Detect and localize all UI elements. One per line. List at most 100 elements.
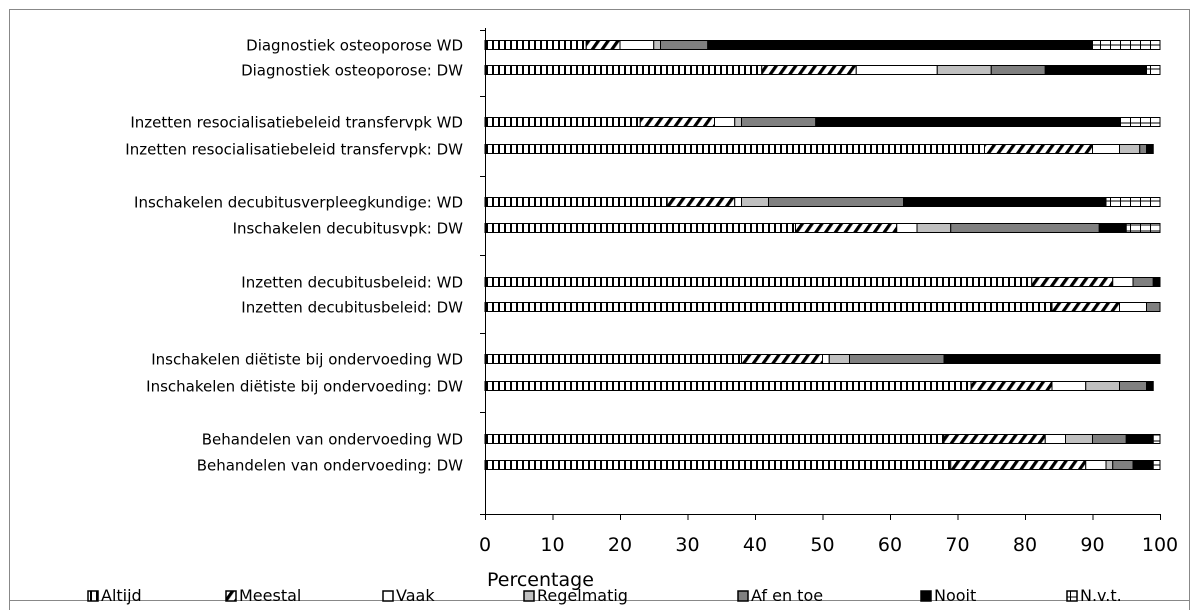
bar-regelmatig [936, 65, 992, 75]
bar-n-v-t [1092, 40, 1161, 50]
x-tick-label: 10 [540, 534, 564, 556]
bar-nooit [1098, 223, 1127, 233]
legend-swatch-altijd [87, 590, 99, 602]
bar-regelmatig [1119, 144, 1141, 154]
category-label: Inschakelen diëtiste bij ondervoeding: D… [146, 378, 463, 396]
legend-swatch-meestal [225, 590, 237, 602]
bar-nooit [903, 197, 1107, 207]
bar-af-en-toe [849, 354, 945, 364]
x-tick-label: 0 [479, 534, 491, 556]
bar-vaak [714, 117, 736, 127]
bar-meestal [943, 434, 1046, 444]
bar-altijd [484, 434, 945, 444]
bar-af-en-toe [1112, 460, 1134, 470]
bar-nooit [707, 40, 1093, 50]
bar-n-v-t [1152, 434, 1161, 444]
legend-label-meestal: Meestal [239, 586, 301, 605]
bar-regelmatig [741, 197, 769, 207]
bar-altijd [484, 460, 952, 470]
bar-vaak [619, 40, 655, 50]
bar-n-v-t [1125, 223, 1161, 233]
x-tick-label: 20 [608, 534, 632, 556]
legend-label-vaak: Vaak [396, 586, 435, 605]
bar-meestal [639, 117, 715, 127]
category-label: Inzetten decubitusbeleid: DW [241, 299, 463, 317]
bar-regelmatig [828, 354, 850, 364]
bar-vaak [855, 65, 938, 75]
bar-altijd [484, 354, 742, 364]
bar-regelmatig [653, 40, 661, 50]
legend: Altijd Meestal Vaak Regelmatig Af en toe Nooi… [87, 586, 1122, 605]
bar-altijd [484, 117, 641, 127]
category-label: Inschakelen decubitusvpk: DW [233, 220, 464, 238]
x-tick-label: 100 [1142, 534, 1178, 556]
bar-vaak [1112, 277, 1134, 287]
bar-af-en-toe [660, 40, 709, 50]
bar-vaak [1092, 144, 1120, 154]
bar-n-v-t [1119, 117, 1161, 127]
bar-meestal [666, 197, 736, 207]
bar-nooit [815, 117, 1120, 127]
bar-meestal [795, 223, 898, 233]
bar-altijd [484, 40, 587, 50]
legend-swatch-nooit [920, 590, 932, 602]
bar-af-en-toe [768, 197, 904, 207]
bar-regelmatig [734, 117, 742, 127]
bar-altijd [484, 381, 972, 391]
category-label: Behandelen van ondervoeding: DW [197, 457, 463, 475]
bar-nooit [1044, 65, 1147, 75]
bar-altijd [484, 302, 1053, 312]
legend-label-regelmatig: Regelmatig [537, 586, 628, 605]
bar-vaak [1085, 460, 1107, 470]
bar-meestal [741, 354, 823, 364]
bar-vaak [734, 197, 742, 207]
bar-meestal [1051, 302, 1120, 312]
legend-swatch-n-v-t [1066, 590, 1078, 602]
legend-swatch-af-en-toe [737, 590, 749, 602]
category-label: Inschakelen decubitusverpleegkundige: WD [134, 194, 463, 212]
bar-altijd [484, 197, 668, 207]
bar-af-en-toe [1132, 277, 1154, 287]
bar-nooit [1152, 277, 1161, 287]
x-tick-label: 40 [743, 534, 767, 556]
bar-regelmatig [1085, 381, 1120, 391]
bar-meestal [984, 144, 1093, 154]
category-label: Inzetten resocialisatiebeleid transfervp… [125, 141, 463, 159]
bars [484, 40, 1161, 470]
bar-meestal [761, 65, 857, 75]
bar-n-v-t [1105, 197, 1161, 207]
x-tick-label: 90 [1080, 534, 1104, 556]
category-label: Diagnostiek osteoporose: DW [241, 62, 463, 80]
category-label: Inschakelen diëtiste bij ondervoeding WD [151, 351, 463, 369]
bar-af-en-toe [1139, 144, 1147, 154]
bar-nooit [943, 354, 1161, 364]
bar-vaak [1119, 302, 1147, 312]
bar-af-en-toe [1146, 302, 1161, 312]
bar-meestal [585, 40, 621, 50]
x-axis-label: Percentage [487, 569, 594, 591]
category-label: Inzetten decubitusbeleid: WD [241, 274, 463, 292]
bar-altijd [484, 65, 763, 75]
bar-nooit [1125, 434, 1154, 444]
bar-meestal [970, 381, 1053, 391]
bar-vaak [896, 223, 918, 233]
category-label: Diagnostiek osteoporose WD [246, 37, 463, 55]
bar-af-en-toe [1092, 434, 1127, 444]
bar-n-v-t [1152, 460, 1161, 470]
bar-meestal [1031, 277, 1114, 287]
legend-label-n-v-t: N.v.t. [1080, 586, 1122, 605]
bar-af-en-toe [741, 117, 817, 127]
bar-nooit [1146, 381, 1154, 391]
bar-vaak [1051, 381, 1087, 391]
outer-frame [9, 9, 1190, 610]
legend-swatch-vaak [382, 590, 394, 602]
bar-af-en-toe [990, 65, 1046, 75]
bar-nooit [1132, 460, 1154, 470]
x-tick-label: 80 [1013, 534, 1037, 556]
category-label: Inzetten resocialisatiebeleid transfervp… [130, 114, 463, 132]
y-axis-ticks [480, 30, 485, 515]
bar-af-en-toe [1119, 381, 1147, 391]
legend-label-nooit: Nooit [934, 586, 976, 605]
bar-vaak [1044, 434, 1066, 444]
